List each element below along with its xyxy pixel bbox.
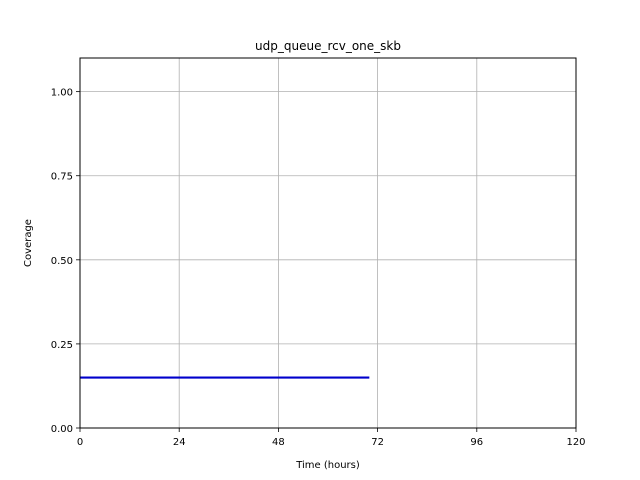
y-tick-label: 0.50: [51, 256, 73, 267]
x-tick-label: 96: [470, 437, 483, 448]
x-tick-label: 120: [566, 437, 585, 448]
y-tick-label: 0.00: [51, 424, 73, 435]
x-tick-label: 0: [77, 437, 83, 448]
y-tick-label: 0.25: [51, 340, 73, 351]
chart-title: udp_queue_rcv_one_skb: [255, 39, 401, 53]
ticks: 0 24 48 72 96 120 0.00 0.25 0.50 0.75 1.00: [51, 88, 586, 448]
x-tick-label: 24: [173, 437, 186, 448]
x-tick-label: 48: [272, 437, 285, 448]
plot-frame: [79, 57, 577, 429]
x-tick-label: 72: [371, 437, 384, 448]
y-tick-label: 0.75: [51, 172, 73, 183]
y-tick-label: 1.00: [51, 88, 73, 99]
y-axis-label: Coverage: [23, 219, 34, 267]
x-axis-label: Time (hours): [295, 460, 360, 471]
